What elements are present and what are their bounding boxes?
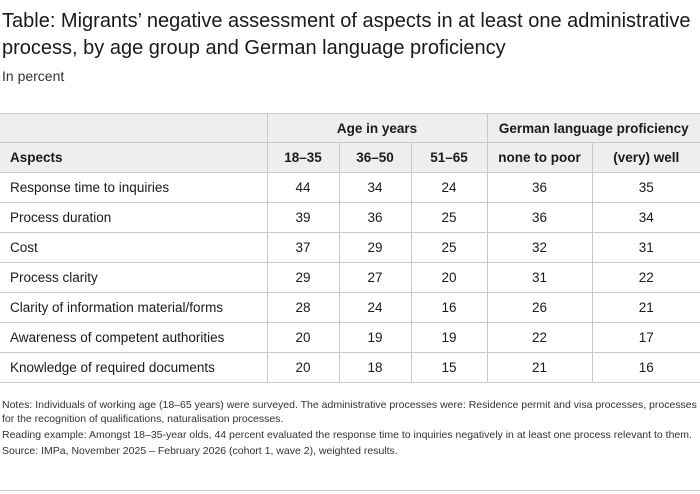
table-cell: 29: [266, 262, 339, 293]
table-title: Table: Migrants’ negative assessment of …: [2, 10, 691, 59]
row-label: Process duration: [0, 202, 267, 233]
column-header: (very) well: [591, 142, 700, 173]
table-cell: 15: [410, 352, 487, 383]
footnote-notes: Notes: Individuals of working age (18–65…: [2, 399, 697, 425]
table-row: Clarity of information material/forms 28…: [0, 292, 700, 323]
table-cell: 31: [486, 262, 592, 293]
footnote-source: Source: IMPa, November 2025 – February 2…: [2, 445, 398, 457]
group-header-row: Age in years German language proficiency: [0, 113, 700, 143]
table-cell: 17: [591, 322, 700, 353]
table-cell: 22: [591, 262, 700, 293]
footnotes: Notes: Individuals of working age (18–65…: [2, 398, 698, 460]
table-cell: 21: [591, 292, 700, 323]
table-cell: 24: [338, 292, 411, 323]
table-cell: 34: [591, 202, 700, 233]
table-cell: 37: [266, 232, 339, 263]
footnote-reading-example: Reading example: Amongst 18–35-year olds…: [2, 429, 692, 441]
table-cell: 34: [338, 172, 411, 203]
row-label: Clarity of information material/forms: [0, 292, 267, 323]
table-cell: 35: [591, 172, 700, 203]
table-cell: 26: [486, 292, 592, 323]
row-label: Awareness of competent authorities: [0, 322, 267, 353]
table-cell: 24: [410, 172, 487, 203]
group-header-language: German language proficiency: [486, 113, 700, 143]
column-header: none to poor: [486, 142, 592, 173]
table-cell: 25: [410, 232, 487, 263]
row-label: Knowledge of required documents: [0, 352, 267, 383]
table-cell: 29: [338, 232, 411, 263]
table-cell: 36: [486, 202, 592, 233]
table-cell: 31: [591, 232, 700, 263]
table-row: Awareness of competent authorities 20 19…: [0, 322, 700, 353]
column-header: 36–50: [338, 142, 411, 173]
table-row: Cost 37 29 25 32 31: [0, 232, 700, 263]
table-cell: 28: [266, 292, 339, 323]
table-row: Knowledge of required documents 20 18 15…: [0, 352, 700, 383]
table-cell: 19: [338, 322, 411, 353]
table-cell: 36: [486, 172, 592, 203]
table-cell: 39: [266, 202, 339, 233]
table-cell: 20: [410, 262, 487, 293]
row-label: Process clarity: [0, 262, 267, 293]
row-label: Cost: [0, 232, 267, 263]
table-cell: 18: [338, 352, 411, 383]
table-row: Process duration 39 36 25 36 34: [0, 202, 700, 233]
table-row: Response time to inquiries 44 34 24 36 3…: [0, 172, 700, 203]
table-cell: 20: [266, 352, 339, 383]
table-cell: 20: [266, 322, 339, 353]
table-cell: 16: [591, 352, 700, 383]
table-subtitle: In percent: [2, 68, 65, 84]
table-cell: 36: [338, 202, 411, 233]
table-cell: 19: [410, 322, 487, 353]
table-cell: 44: [266, 172, 339, 203]
table-cell: 25: [410, 202, 487, 233]
row-label: Response time to inquiries: [0, 172, 267, 203]
column-header-row: Aspects 18–35 36–50 51–65 none to poor (…: [0, 142, 700, 173]
column-header: Aspects: [0, 142, 267, 173]
column-header: 18–35: [266, 142, 339, 173]
column-header: 51–65: [410, 142, 487, 173]
table-cell: 32: [486, 232, 592, 263]
table-cell: 16: [410, 292, 487, 323]
data-table: Age in years German language proficiency…: [0, 113, 700, 383]
table-cell: 22: [486, 322, 592, 353]
table-row: Process clarity 29 27 20 31 22: [0, 262, 700, 293]
group-header-age: Age in years: [266, 113, 487, 143]
table-cell: 27: [338, 262, 411, 293]
table-cell: 21: [486, 352, 592, 383]
bottom-divider: [0, 490, 700, 491]
empty-header-cell: [0, 113, 267, 143]
